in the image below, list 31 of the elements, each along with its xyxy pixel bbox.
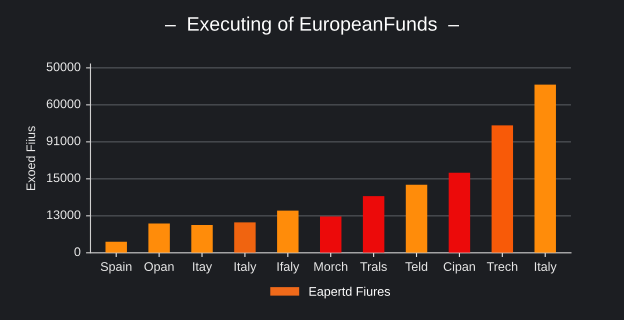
bar	[148, 224, 170, 253]
x-tick-label: Italy	[234, 262, 256, 274]
x-tick-label: Cipan	[444, 262, 475, 274]
x-tick-label: Itay	[193, 262, 212, 274]
x-tick-label: Ifaly	[278, 262, 300, 274]
text: 50000	[46, 62, 80, 72]
bar	[534, 84, 556, 253]
text: 0	[74, 247, 80, 256]
x-tick-label: Spain	[100, 262, 132, 274]
bar	[105, 242, 127, 253]
x-tick-label: Trech	[486, 262, 518, 272]
bar	[362, 196, 384, 253]
chart-title: – Executing of EuropeanFunds –	[165, 16, 460, 35]
y-axis-title: Exoed Fiius	[26, 126, 36, 190]
bar	[406, 184, 428, 253]
x-tick-label: Trals	[360, 262, 387, 272]
text: 15000	[47, 173, 80, 182]
bar	[320, 216, 342, 253]
text: 91000	[46, 136, 80, 146]
bar	[277, 210, 299, 253]
bar	[448, 172, 470, 253]
x-tick-label: Morch	[314, 262, 348, 272]
x-tick-label: Italy	[534, 262, 557, 274]
bar	[191, 225, 213, 253]
text: 60000	[46, 99, 80, 108]
bar	[234, 222, 256, 253]
x-tick-label: Opan	[144, 262, 174, 274]
bar	[492, 125, 514, 253]
x-tick-label: Teld	[405, 262, 428, 272]
legend-label: Eapertd Fiures	[310, 286, 390, 298]
text: 13000	[47, 210, 80, 220]
